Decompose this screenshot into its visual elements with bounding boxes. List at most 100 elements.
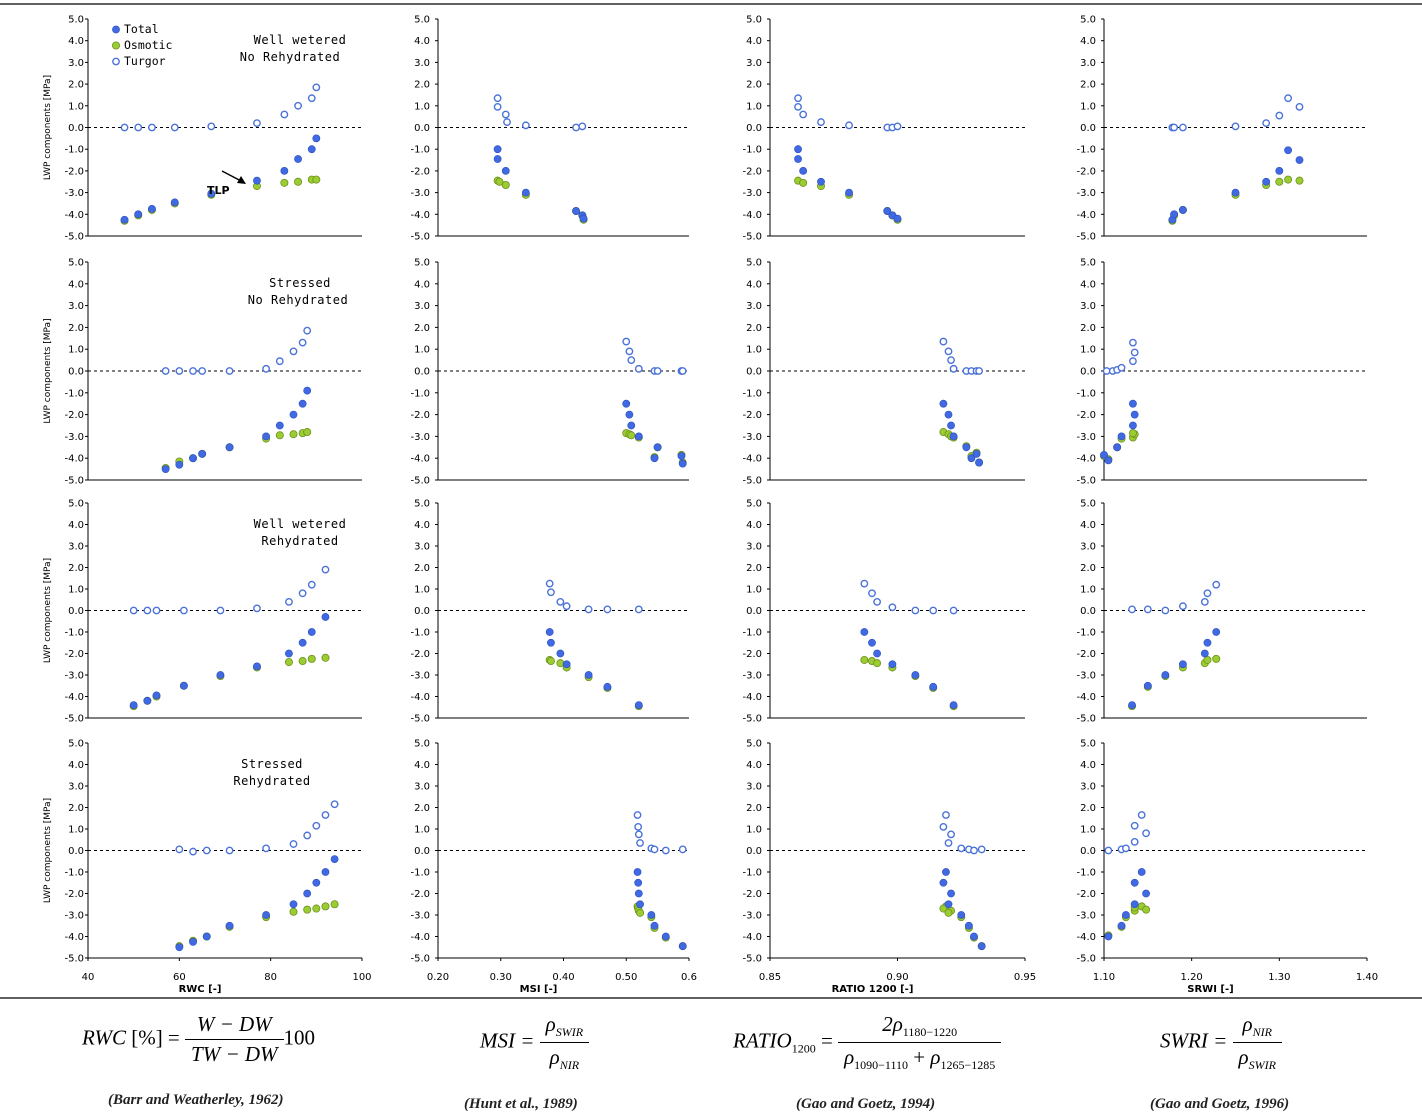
total-point — [977, 942, 986, 951]
total-point — [303, 386, 312, 395]
turgor-point — [977, 845, 986, 854]
x-tick-label: 0.20 — [427, 972, 449, 983]
total-point — [873, 649, 881, 658]
y-tick-label: -4.0 — [410, 210, 430, 221]
y-tick-label: -4.0 — [1076, 210, 1096, 221]
total-point — [189, 937, 197, 946]
y-tick-label: 3.0 — [746, 301, 762, 312]
total-point — [911, 671, 920, 679]
formula-ratio-fraction: 2ρ1180−1220 ρ1090−1110 + ρ1265−1285 — [838, 1012, 1002, 1073]
y-tick-label: 0.0 — [414, 846, 430, 857]
total-point — [579, 214, 588, 223]
turgor-point — [120, 123, 129, 132]
y-tick-label: -4.0 — [742, 210, 762, 221]
y-tick-label: -1.0 — [1076, 388, 1096, 399]
turgor-point — [298, 338, 307, 347]
y-tick-label: -3.0 — [64, 188, 84, 199]
turgor-point — [294, 101, 302, 110]
turgor-point — [312, 83, 321, 92]
y-tick-label: 4.0 — [1080, 760, 1096, 771]
total-point — [1117, 432, 1126, 441]
turgor-point — [262, 844, 270, 853]
y-tick-label: 3.0 — [414, 58, 430, 69]
turgor-point — [949, 364, 958, 373]
total-point — [661, 932, 670, 941]
turgor-point — [1231, 122, 1240, 131]
turgor-point — [634, 822, 643, 831]
y-tick-label: -5.0 — [410, 714, 430, 725]
x-tick-label: 0.30 — [490, 972, 512, 983]
turgor-point — [1161, 606, 1170, 615]
turgor-point — [562, 602, 571, 611]
y-tick-label: -5.0 — [742, 476, 762, 487]
y-tick-label: 3.0 — [1080, 782, 1096, 793]
y-tick-label: -3.0 — [742, 432, 762, 443]
total-point — [817, 177, 825, 186]
y-tick-label: 3.0 — [1080, 542, 1096, 553]
turgor-point — [653, 367, 662, 375]
y-tick-label: 1.0 — [746, 101, 762, 112]
y-tick-label: 1.0 — [414, 585, 430, 596]
y-tick-label: 4.0 — [414, 279, 430, 290]
total-point — [189, 454, 197, 463]
osmotic-point — [939, 904, 948, 913]
x-tick-label: 40 — [82, 972, 95, 983]
legend-label-turgor: Turgor — [124, 54, 166, 68]
x-tick-label: 0.40 — [552, 972, 574, 983]
y-tick-label: 5.0 — [1080, 739, 1096, 750]
total-point — [1170, 210, 1179, 219]
turgor-point — [622, 337, 631, 346]
panel-annotation-line2: Rehydrated — [261, 534, 338, 548]
osmotic-point — [860, 655, 869, 664]
formula-ratio-denominator: ρ1090−1110 + ρ1265−1285 — [844, 1045, 996, 1073]
turgor-point — [1129, 357, 1137, 366]
turgor-point — [1284, 94, 1293, 103]
y-tick-label: 0.0 — [1080, 123, 1096, 134]
y-tick-label: -2.0 — [742, 649, 762, 660]
x-axis-label: RWC [-] — [179, 984, 222, 995]
total-point — [148, 204, 156, 213]
total-point — [636, 900, 644, 909]
y-tick-label: 4.0 — [746, 760, 762, 771]
y-tick-label: -5.0 — [64, 232, 84, 243]
y-tick-label: 4.0 — [68, 36, 84, 47]
y-tick-label: -2.0 — [64, 166, 84, 177]
turgor-point — [942, 811, 950, 819]
osmotic-point — [1295, 176, 1304, 185]
y-tick-label: -2.0 — [742, 166, 762, 177]
total-point — [312, 878, 321, 887]
total-point — [929, 682, 938, 691]
y-tick-label: -2.0 — [64, 410, 84, 421]
y-tick-label: 2.0 — [68, 80, 84, 91]
y-tick-label: 2.0 — [414, 323, 430, 334]
turgor-point — [888, 603, 897, 612]
y-tick-label: 1.0 — [746, 345, 762, 356]
total-point — [1104, 456, 1113, 465]
y-tick-label: 1.0 — [746, 825, 762, 836]
total-point — [175, 943, 184, 952]
total-point — [225, 921, 234, 930]
y-tick-label: 0.0 — [1080, 846, 1096, 857]
formula-ratio-lhs-sub: 1200 — [791, 1041, 816, 1056]
y-tick-label: -5.0 — [410, 954, 430, 965]
turgor-point — [817, 118, 825, 126]
turgor-point — [202, 846, 211, 855]
tlp-label: TLP — [207, 184, 230, 197]
total-point — [949, 432, 958, 441]
total-point — [970, 932, 978, 941]
y-tick-label: -3.0 — [742, 188, 762, 199]
y-tick-label: 4.0 — [1080, 279, 1096, 290]
y-tick-label: 1.0 — [68, 585, 84, 596]
panel-ratio-row3: 5.0 4.0 3.0 2.0 1.0 0.0 -1.0 -2.0 -3.0 -4.0 -5.0 — [742, 499, 1025, 725]
y-tick-label: -1.0 — [742, 628, 762, 639]
y-tick-label: 3.0 — [746, 542, 762, 553]
turgor-point — [152, 606, 161, 615]
y-tick-label: -1.0 — [742, 145, 762, 156]
y-tick-label: 0.0 — [746, 846, 762, 857]
y-tick-label: 1.0 — [1080, 825, 1096, 836]
turgor-point — [189, 847, 197, 856]
total-point — [134, 210, 143, 219]
total-point — [289, 900, 298, 909]
y-tick-label: -2.0 — [1076, 649, 1096, 660]
y-tick-label: 4.0 — [1080, 520, 1096, 531]
